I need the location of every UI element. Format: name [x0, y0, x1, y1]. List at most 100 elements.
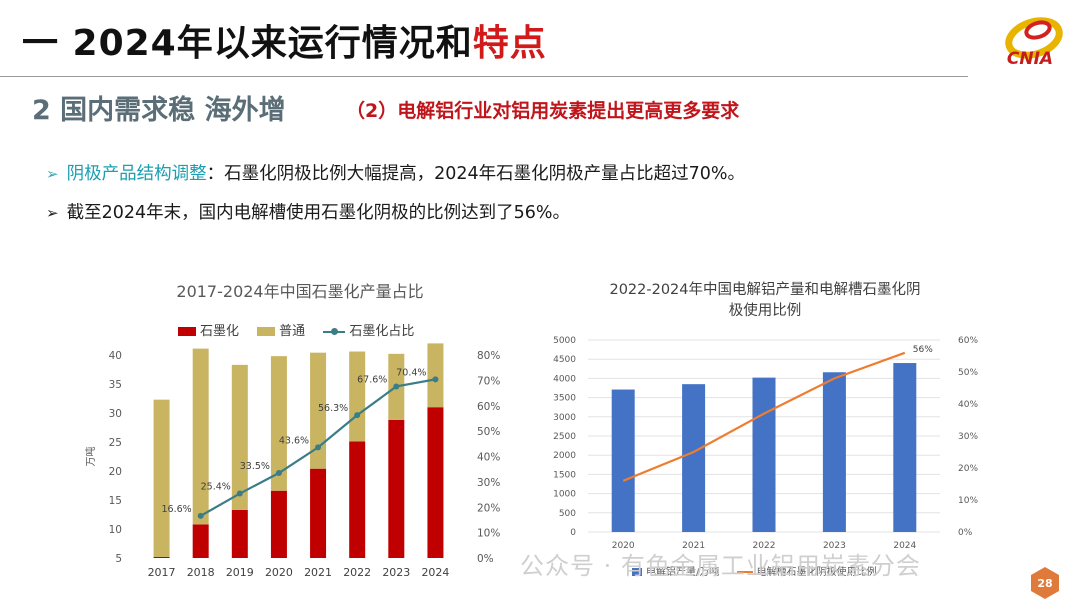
y2-tick-label: 40% — [958, 400, 978, 410]
y2-tick-label: 20% — [477, 502, 500, 514]
legend-label: 电解铝产量/万吨 — [646, 567, 720, 578]
chart2-title: 2022-2024年中国电解铝产量和电解槽石墨化阴 极使用比例 — [580, 280, 950, 322]
bar-graphitized — [388, 419, 405, 558]
y2-tick-label: 20% — [958, 464, 978, 474]
data-label: 33.5% — [240, 461, 270, 472]
cnia-logo: CNIA — [1005, 17, 1063, 69]
y-tick-label: 5 — [115, 553, 122, 565]
bar-graphitized — [427, 407, 444, 558]
bar-graphitized — [349, 441, 366, 558]
x-tick-label: 2018 — [187, 566, 215, 579]
bar-production — [611, 389, 635, 532]
bar-graphitized — [310, 468, 327, 558]
bar-production — [893, 363, 917, 532]
page-number-badge: 28 — [1031, 567, 1059, 599]
x-tick-label: 2023 — [823, 541, 846, 551]
data-label: 56% — [913, 345, 933, 355]
page-number: 28 — [1037, 577, 1052, 590]
data-label: 43.6% — [279, 435, 309, 446]
bullet-item: ➢ 截至2024年末，国内电解槽使用石墨化阴极的比例达到了56%。 — [46, 199, 570, 224]
chart1-plot: 5 10 15 20 25 30 35 40 0% 10% 20% 30% 40% 50% 60% 70% 80… — [84, 343, 500, 579]
x-tick-label: 2020 — [265, 566, 293, 579]
title-accent: 特点 — [472, 23, 547, 64]
chart1-legend: 石墨化 普通 石墨化占比 — [178, 320, 414, 339]
x-tick-label: 2023 — [382, 566, 410, 579]
y-tick-label: 10 — [109, 524, 122, 536]
y-tick-label: 35 — [109, 379, 122, 391]
bar-ordinary — [270, 356, 287, 491]
legend-swatch-graphitized — [178, 327, 196, 336]
bar-production — [822, 372, 846, 532]
line-cathode-ratio — [622, 351, 906, 482]
chart2-title-line: 极使用比例 — [728, 303, 802, 319]
legend-label: 石墨化占比 — [349, 324, 415, 339]
y-tick-label: 3500 — [553, 394, 576, 404]
line-point — [197, 512, 204, 519]
y-tick-label: 4500 — [553, 355, 576, 365]
line-point — [432, 376, 439, 383]
legend-label: 石墨化 — [200, 324, 240, 339]
bar-ordinary — [349, 351, 366, 442]
x-tick-label: 2017 — [148, 566, 176, 579]
bar-ordinary — [427, 343, 444, 408]
bullet-text: 截至2024年末，国内电解槽使用石墨化阴极的比例达到了56%。 — [66, 203, 571, 223]
bullet-arrow-icon: ➢ — [46, 165, 59, 183]
bullet-arrow-icon: ➢ — [46, 204, 59, 222]
legend-swatch-ratio — [323, 327, 346, 336]
y-tick-label: 2000 — [553, 451, 576, 461]
bar-graphitized — [270, 490, 287, 558]
legend-swatch-production — [632, 568, 642, 576]
bar-production — [752, 377, 776, 532]
bar-graphitized — [231, 509, 248, 558]
y-tick-label: 1500 — [553, 470, 576, 480]
bar-ordinary — [192, 348, 209, 525]
y2-tick-label: 70% — [477, 375, 500, 387]
y-axis-label: 万吨 — [84, 447, 97, 467]
y2-tick-label: 0% — [958, 528, 973, 538]
x-tick-label: 2019 — [226, 566, 254, 579]
watermark: 公众号 · 有色金属工业铝用炭素分会 — [520, 552, 921, 580]
section-subtitle: 2 国内需求稳 海外增 — [32, 95, 286, 126]
y-tick-label: 500 — [559, 509, 576, 519]
y-tick-label: 20 — [109, 466, 122, 478]
bullet-highlight: 阴极产品结构调整 — [66, 164, 207, 184]
y2-tick-label: 30% — [477, 477, 500, 489]
line-point — [393, 383, 400, 390]
slide-title: 一 2024年以来运行情况和特点 — [22, 14, 547, 66]
legend-label: 普通 — [279, 324, 306, 339]
y2-tick-label: 40% — [477, 452, 500, 464]
x-tick-label: 2022 — [753, 541, 776, 551]
legend-label: 电解槽石墨化阴极使用比例 — [756, 567, 877, 578]
y2-tick-label: 0% — [477, 553, 494, 565]
x-tick-label: 2022 — [343, 566, 371, 579]
line-point — [236, 490, 243, 497]
chart2-title-line: 2022-2024年中国电解铝产量和电解槽石墨化阴 — [609, 282, 921, 298]
y-tick-label: 30 — [109, 408, 122, 420]
y2-tick-label: 10% — [477, 528, 500, 540]
data-label: 67.6% — [357, 374, 387, 385]
x-tick-label: 2021 — [682, 541, 705, 551]
bar-ordinary — [310, 352, 327, 469]
section-subtitle-detail: （2）电解铝行业对铝用炭素提出更高更多要求 — [346, 100, 740, 122]
y2-tick-label: 80% — [477, 350, 500, 362]
y-tick-label: 3000 — [553, 413, 576, 423]
title-main: 一 2024年以来运行情况和 — [22, 23, 473, 64]
bar-graphitized — [192, 524, 209, 558]
y2-tick-label: 50% — [958, 368, 978, 378]
bar-production — [682, 384, 706, 532]
x-tick-label: 2020 — [612, 541, 635, 551]
bullet-item: ➢ 阴极产品结构调整：石墨化阴极比例大幅提高，2024年石墨化阴极产量占比超过70… — [46, 160, 745, 185]
y2-tick-label: 10% — [958, 496, 978, 506]
x-tick-label: 2024 — [893, 541, 916, 551]
bar-ordinary — [231, 364, 248, 510]
bar-graphitized — [153, 556, 170, 558]
y-tick-label: 2500 — [553, 432, 576, 442]
data-label: 70.4% — [396, 367, 426, 378]
bullet-text: ：石墨化阴极比例大幅提高，2024年石墨化阴极产量占比超过70%。 — [206, 164, 746, 184]
y-tick-label: 15 — [109, 495, 122, 507]
bar-ordinary — [153, 399, 170, 557]
y2-tick-label: 30% — [958, 432, 978, 442]
y-tick-label: 40 — [109, 350, 122, 362]
data-label: 56.3% — [318, 403, 348, 414]
y2-tick-label: 50% — [477, 426, 500, 438]
